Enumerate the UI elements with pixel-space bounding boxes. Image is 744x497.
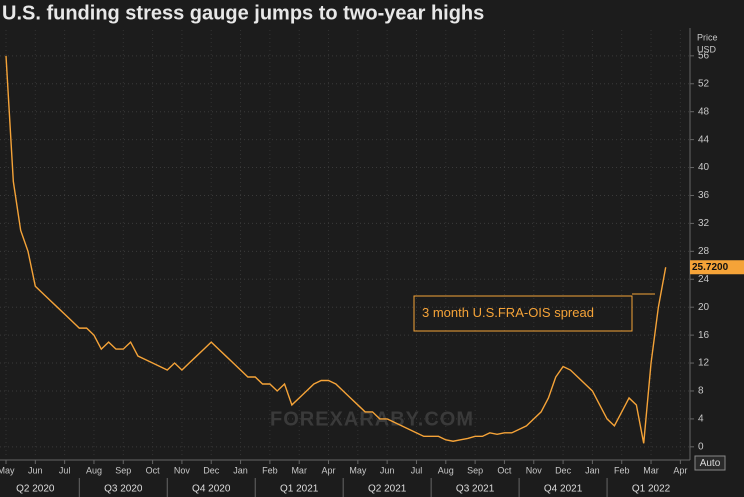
x-tick-label: Feb	[262, 465, 278, 475]
legend: 3 month U.S.FRA-OIS spread	[413, 295, 633, 332]
quarter-label: Q2 2020	[16, 484, 55, 495]
y-tick-label: 8	[698, 386, 704, 397]
auto-button[interactable]	[694, 455, 726, 471]
y-axis-title: Price	[697, 32, 718, 42]
x-tick-label: Oct	[146, 465, 161, 475]
quarter-label: Q2 2021	[368, 484, 407, 495]
y-tick-label: 24	[698, 274, 710, 285]
x-tick-label: Dec	[555, 465, 572, 475]
x-tick-label: Jun	[380, 465, 395, 475]
y-tick-label: 32	[698, 218, 710, 229]
x-tick-label: Oct	[497, 465, 512, 475]
legend-label: 3 month U.S.FRA-OIS spread	[422, 305, 594, 320]
x-tick-label: Sep	[467, 465, 483, 475]
y-tick-label: 40	[698, 162, 710, 173]
last-value-label: 25.7200	[692, 262, 729, 273]
x-tick-label: Apr	[322, 465, 336, 475]
x-tick-label: Mar	[291, 465, 307, 475]
watermark: FOREXARABY.COM	[270, 408, 474, 430]
quarter-label: Q4 2021	[544, 484, 583, 495]
x-tick-label: Aug	[86, 465, 102, 475]
x-tick-label: Aug	[438, 465, 454, 475]
quarter-label: Q1 2022	[632, 484, 671, 495]
last-value-box	[690, 260, 744, 275]
y-tick-label: 16	[698, 330, 710, 341]
y-axis-title: USD	[697, 44, 717, 54]
x-tick-label: Dec	[203, 465, 220, 475]
quarter-label: Q3 2021	[456, 484, 495, 495]
chart-title: U.S. funding stress gauge jumps to two-y…	[2, 2, 484, 24]
x-tick-label: May	[349, 465, 367, 475]
x-tick-label: Sep	[115, 465, 131, 475]
x-tick-label: May	[0, 465, 15, 475]
y-tick-label: 20	[698, 302, 710, 313]
y-tick-label: 48	[698, 106, 710, 117]
y-tick-label: 12	[698, 358, 710, 369]
x-tick-label: Jan	[585, 465, 600, 475]
series-line	[5, 55, 667, 444]
quarter-label: Q3 2020	[104, 484, 143, 495]
quarter-label: Q1 2021	[280, 484, 319, 495]
x-tick-label: Jun	[28, 465, 43, 475]
x-tick-label: Apr	[673, 465, 687, 475]
y-tick-label: 0	[698, 441, 704, 452]
legend-box	[413, 295, 633, 332]
x-tick-label: Mar	[643, 465, 659, 475]
x-tick-label: Nov	[526, 465, 543, 475]
y-tick-label: 36	[698, 190, 710, 201]
y-tick-label: 44	[698, 134, 710, 145]
x-tick-label: Feb	[614, 465, 630, 475]
x-tick-label: Jul	[411, 465, 423, 475]
y-tick-label: 56	[698, 50, 710, 61]
y-tick-label: 28	[698, 246, 710, 257]
x-tick-label: Jan	[233, 465, 248, 475]
quarter-label: Q4 2020	[192, 484, 231, 495]
y-tick-label: 4	[698, 414, 704, 425]
x-tick-label: Nov	[174, 465, 191, 475]
auto-button-label[interactable]: Auto	[700, 458, 721, 469]
x-tick-label: Jul	[59, 465, 71, 475]
y-tick-label: 52	[698, 78, 710, 89]
